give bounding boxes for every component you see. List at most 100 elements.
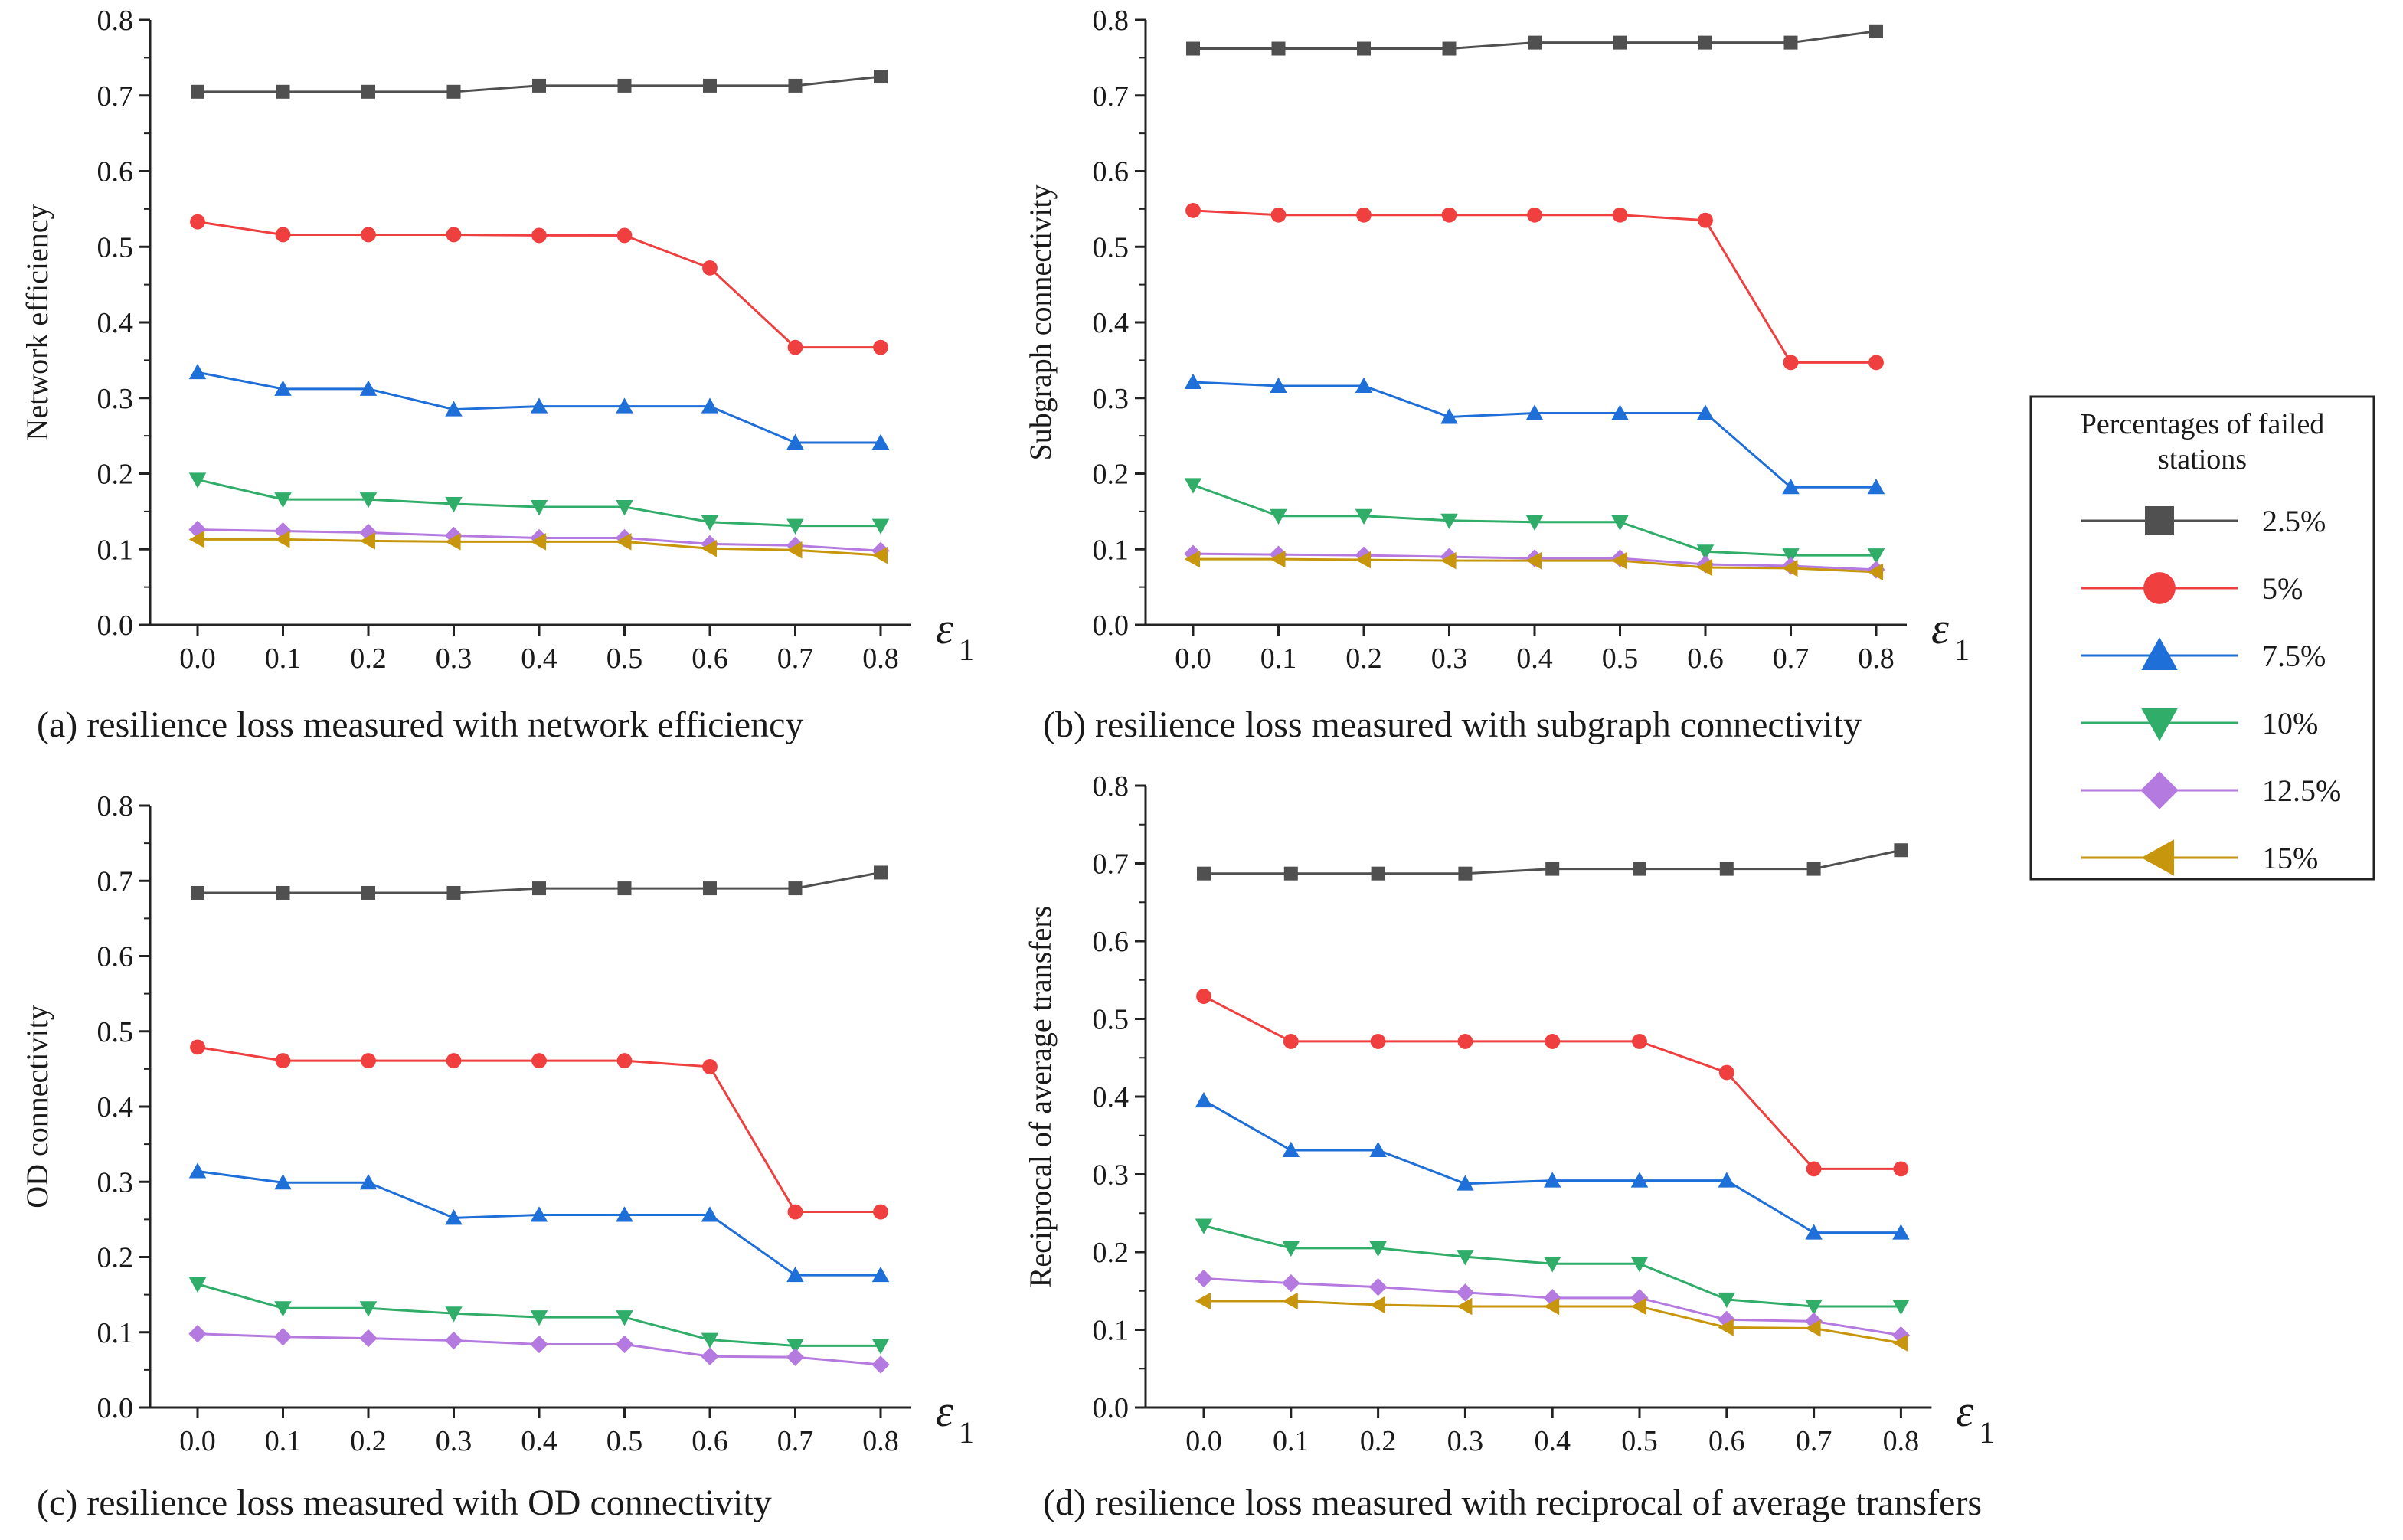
chart-caption: (a) resilience loss measured with networ… — [37, 705, 803, 745]
data-point — [1543, 1172, 1561, 1188]
data-point — [276, 885, 290, 900]
data-point — [1441, 207, 1457, 223]
y-tick-label: 0.8 — [1093, 5, 1130, 37]
data-point — [1892, 1300, 1910, 1316]
data-point — [1355, 508, 1373, 525]
y-tick-label: 0.6 — [97, 156, 134, 188]
y-tick-label: 0.7 — [1093, 848, 1130, 881]
x-tick-label: 0.3 — [436, 1425, 472, 1457]
chart-panel-c: 0.0 0.1 0.2 0.3 0.4 0.5 0.6 0.7 0.8 0.0 0.1 0.2 0.3 0… — [20, 790, 974, 1523]
legend-marker — [2141, 708, 2178, 741]
x-tick-label: 0.1 — [265, 1425, 302, 1457]
data-point — [188, 1162, 207, 1179]
x-tick-label: 0.0 — [179, 642, 216, 675]
data-point — [701, 1332, 719, 1349]
x-tick-label: 0.3 — [436, 642, 472, 675]
series-7.5pct — [1184, 373, 1885, 495]
data-point — [1528, 35, 1542, 50]
data-point — [1611, 515, 1629, 531]
legend-entry-2.5pct: 2.5% — [2081, 504, 2326, 538]
x-axis-label-subscript: 1 — [959, 1415, 974, 1450]
x-tick-label: 0.4 — [1534, 1425, 1571, 1457]
data-point — [276, 84, 290, 99]
data-point — [1611, 404, 1629, 420]
data-point — [1196, 989, 1211, 1004]
legend-marker — [2141, 839, 2174, 876]
data-point — [445, 401, 463, 417]
data-point — [1630, 1172, 1649, 1188]
x-tick-label: 0.6 — [691, 642, 728, 675]
data-point — [1355, 377, 1373, 393]
data-point — [1893, 1161, 1909, 1177]
series-5pct — [1185, 202, 1884, 371]
data-point — [616, 227, 633, 244]
data-point — [188, 1325, 207, 1343]
x-tick-label: 0.7 — [1796, 1425, 1832, 1457]
series-line — [1192, 209, 1876, 364]
data-point — [1719, 862, 1734, 876]
y-tick-label: 0.7 — [97, 80, 134, 113]
data-point — [616, 1206, 633, 1222]
data-point — [1545, 862, 1560, 876]
data-point — [1891, 1326, 1911, 1345]
data-point — [1867, 563, 1883, 581]
series-7.5pct — [188, 1162, 890, 1283]
data-point — [273, 1327, 293, 1346]
series-15pct — [188, 531, 888, 564]
data-point — [1458, 866, 1473, 881]
data-point — [361, 1053, 376, 1068]
data-point — [361, 84, 375, 99]
x-tick-label: 0.6 — [1687, 642, 1724, 675]
series-12.5pct — [188, 1325, 890, 1374]
series-line — [197, 1045, 881, 1214]
series-line — [197, 1170, 881, 1277]
x-tick-label: 0.4 — [1516, 642, 1553, 675]
data-point — [703, 881, 717, 896]
data-point — [1369, 1296, 1385, 1314]
data-point — [1270, 207, 1287, 223]
data-point — [274, 1301, 292, 1317]
data-point — [532, 881, 546, 896]
data-point — [1630, 1289, 1649, 1307]
x-tick-label: 0.3 — [1431, 642, 1468, 675]
y-axis-label: Reciprocal of average transfers — [1023, 906, 1058, 1288]
data-point — [1442, 41, 1457, 56]
chart-caption: (c) resilience loss measured with OD con… — [37, 1483, 772, 1523]
data-point — [1894, 843, 1908, 858]
y-tick-label: 0.5 — [1093, 1004, 1130, 1036]
series-2.5pct — [1197, 843, 1908, 881]
data-point — [1270, 550, 1286, 568]
x-tick-label: 0.1 — [1260, 642, 1297, 675]
data-point — [1440, 513, 1458, 529]
data-point — [1892, 1334, 1908, 1352]
y-tick-label: 0.2 — [1093, 1237, 1130, 1269]
y-tick-label: 0.4 — [1093, 307, 1130, 339]
data-point — [445, 497, 463, 513]
data-point — [1369, 1241, 1387, 1257]
data-point — [1805, 1319, 1821, 1337]
data-point — [616, 1310, 633, 1326]
data-point — [1806, 862, 1821, 876]
legend-box — [2029, 395, 2375, 881]
data-point — [1633, 862, 1646, 876]
y-tick-label: 0.6 — [1093, 926, 1130, 958]
x-tick-label: 0.1 — [265, 642, 302, 675]
data-point — [1867, 479, 1885, 495]
series-2.5pct — [191, 70, 888, 99]
data-point — [1782, 559, 1798, 577]
legend-label: 7.5% — [2262, 639, 2326, 673]
legend-marker — [2141, 637, 2178, 670]
data-point — [445, 1209, 463, 1225]
data-point — [1718, 1319, 1734, 1336]
legend-entry-10pct: 10% — [2081, 706, 2318, 741]
data-point — [788, 78, 803, 93]
legend-label: 2.5% — [2262, 504, 2326, 538]
series-10pct — [1184, 478, 1885, 564]
data-point — [1195, 1292, 1211, 1310]
data-point — [359, 492, 378, 508]
data-point — [1457, 1175, 1474, 1191]
legend-entry-15pct: 15% — [2081, 839, 2318, 876]
y-tick-label: 0.3 — [1093, 1159, 1130, 1192]
y-axis-label: Subgraph connectivity — [1023, 184, 1058, 460]
